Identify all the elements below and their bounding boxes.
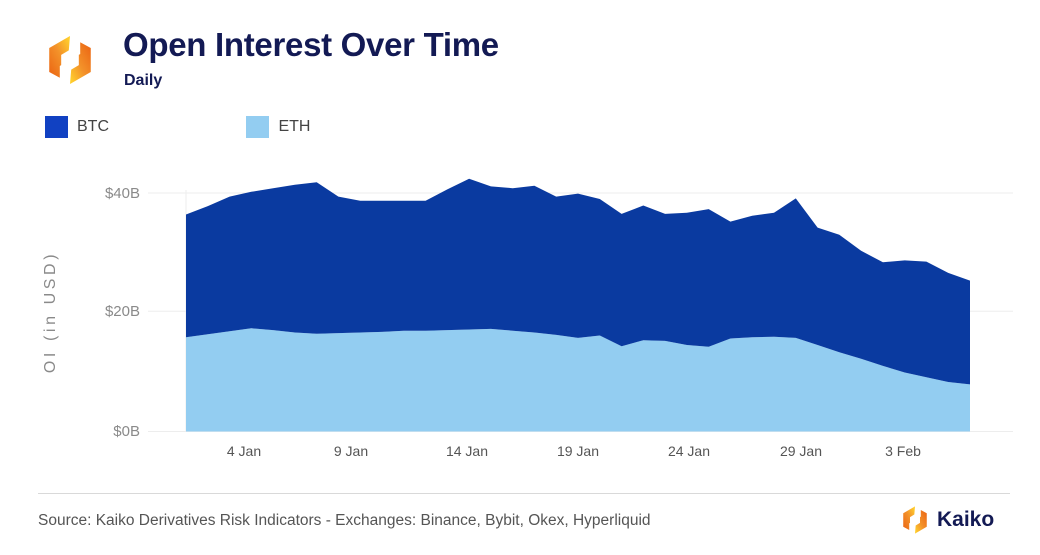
svg-text:9 Jan: 9 Jan [334,443,368,459]
svg-text:3 Feb: 3 Feb [885,443,921,459]
svg-text:$0B: $0B [113,423,140,440]
svg-text:29 Jan: 29 Jan [780,443,822,459]
svg-text:$40B: $40B [105,185,140,202]
svg-text:14 Jan: 14 Jan [446,443,488,459]
svg-text:19 Jan: 19 Jan [557,443,599,459]
svg-text:OI (in USD): OI (in USD) [42,251,59,373]
svg-text:24 Jan: 24 Jan [668,443,710,459]
svg-text:$20B: $20B [105,303,140,320]
svg-text:4 Jan: 4 Jan [227,443,261,459]
